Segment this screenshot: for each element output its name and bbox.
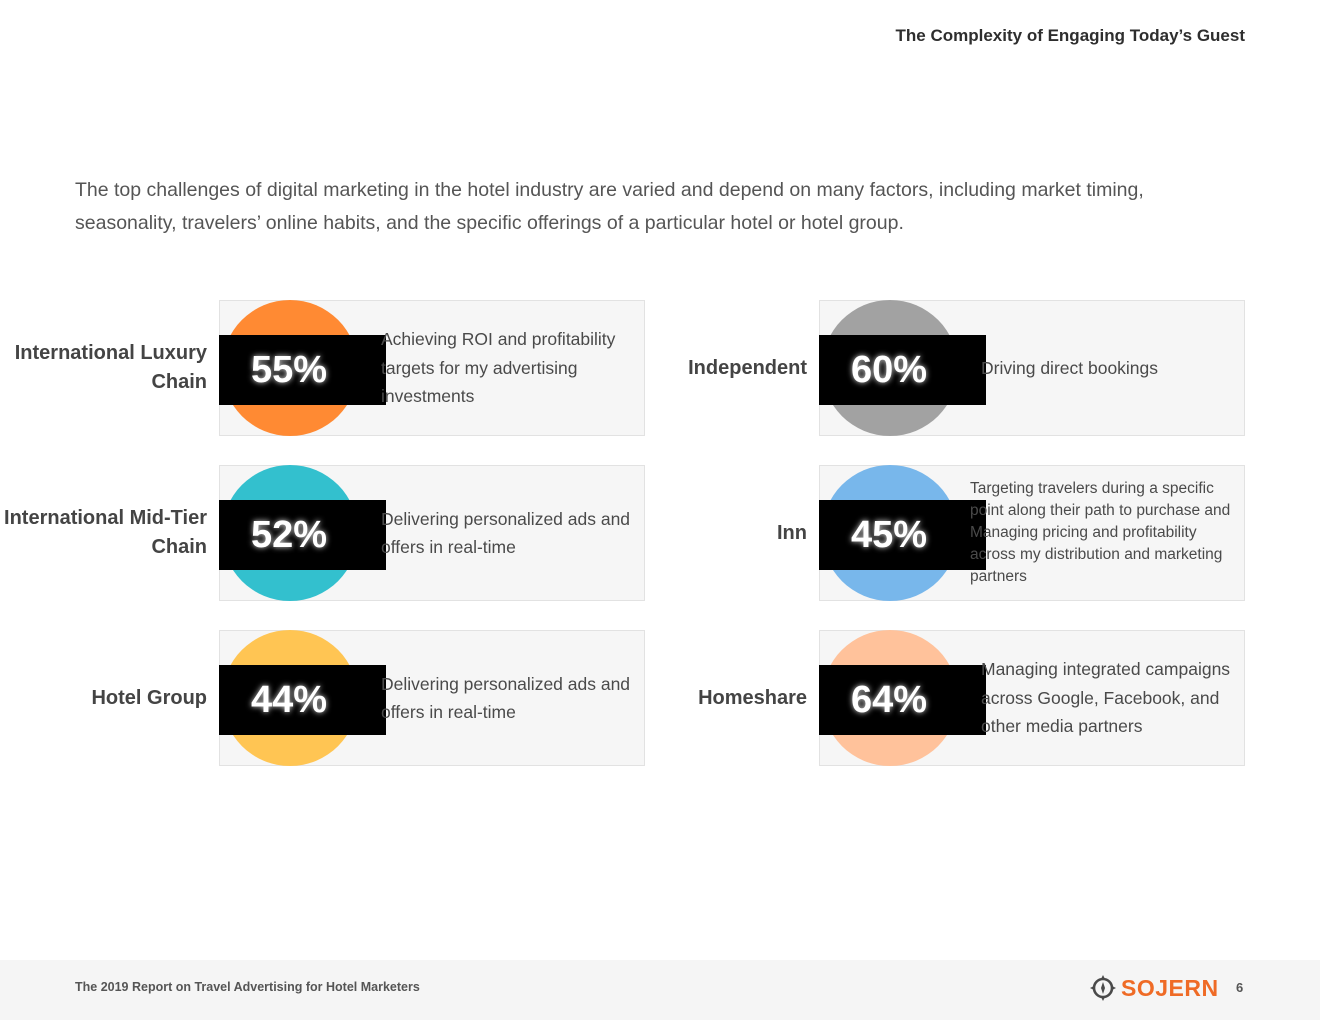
segment-percent-bar: 55% <box>219 335 386 405</box>
segment-percent: 55% <box>251 348 328 391</box>
segment-card-international-mid-tier-chain: International Mid-Tier Chain 52% Deliver… <box>4 465 645 601</box>
segment-description: Delivering personalized ads and offers i… <box>381 508 631 558</box>
segment-percent-bar: 45% <box>819 500 986 570</box>
segment-card-independent: Independent 60% Driving direct bookings <box>688 300 1245 436</box>
intro-paragraph: The top challenges of digital marketing … <box>75 179 1144 234</box>
segment-description: Delivering personalized ads and offers i… <box>381 673 631 723</box>
segment-description: Driving direct bookings <box>981 357 1159 378</box>
segment-percent: 64% <box>851 678 928 721</box>
sojern-logo: SOJERN <box>1089 973 1219 1003</box>
page-number: 6 <box>1236 980 1244 995</box>
segment-percent-bar: 64% <box>819 665 986 735</box>
segment-label: International Luxury Chain <box>14 342 207 393</box>
segment-card-homeshare: Homeshare 64% Managing integrated campai… <box>698 630 1245 766</box>
segment-percent-bar: 44% <box>219 665 386 735</box>
segment-percent: 44% <box>251 678 328 721</box>
segment-label: Homeshare <box>698 686 807 709</box>
segment-percent: 45% <box>851 513 928 556</box>
segment-card-hotel-group: Hotel Group 44% Delivering personalized … <box>91 630 645 766</box>
segment-label: International Mid-Tier Chain <box>4 507 207 558</box>
segment-description: Managing integrated campaigns across Goo… <box>981 659 1231 737</box>
segment-label: Inn <box>777 521 807 544</box>
segment-label: Hotel Group <box>91 686 207 709</box>
compass-icon <box>1090 975 1116 1001</box>
segment-percent: 60% <box>851 348 928 391</box>
segment-percent-bar: 60% <box>819 335 986 405</box>
page-header-title: The Complexity of Engaging Today’s Guest <box>895 26 1245 45</box>
segment-description: Targeting travelers during a specific po… <box>970 480 1231 585</box>
segment-percent-bar: 52% <box>219 500 386 570</box>
report-title: The 2019 Report on Travel Advertising fo… <box>75 980 420 994</box>
segment-label: Independent <box>688 356 807 379</box>
segment-percent: 52% <box>251 513 328 556</box>
segment-card-inn: Inn 45% Targeting travelers during a spe… <box>777 465 1245 601</box>
page-footer: The 2019 Report on Travel Advertising fo… <box>0 960 1320 1020</box>
logo-wordmark: SOJERN <box>1121 974 1219 1001</box>
segment-card-international-luxury-chain: International Luxury Chain 55% Achieving… <box>15 300 645 436</box>
segment-description: Achieving ROI and profitability targets … <box>381 329 616 407</box>
